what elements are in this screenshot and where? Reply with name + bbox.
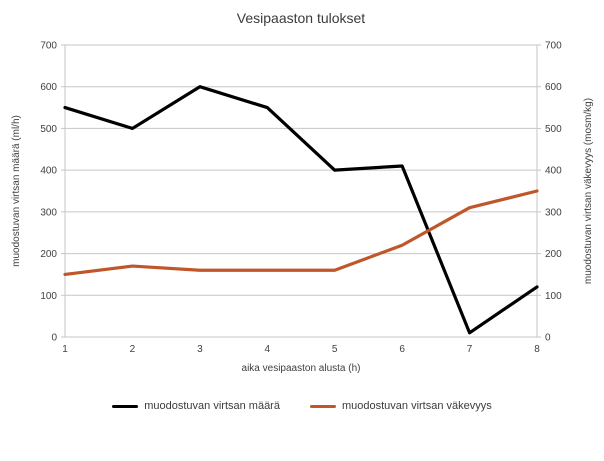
- x-axis-tick-label: 2: [130, 344, 136, 355]
- y-axis-right-tick-label: 300: [545, 207, 562, 218]
- legend-line-sample-maara: [112, 404, 139, 408]
- legend-label-maara: muodostuvan virtsan määrä: [144, 400, 280, 412]
- y-axis-right-tick-label: 500: [545, 124, 562, 135]
- x-axis-tick-label: 5: [332, 344, 338, 355]
- y-axis-left-tick-label: 300: [40, 207, 57, 218]
- x-axis-tick-label: 1: [62, 344, 68, 355]
- x-axis-tick-label: 7: [467, 344, 473, 355]
- y-axis-left-tick-label: 400: [40, 166, 57, 177]
- legend-item-maara: muodostuvan virtsan määrä: [112, 400, 280, 412]
- y-axis-right-tick-label: 600: [545, 82, 562, 93]
- x-axis-tick-label: 3: [197, 344, 203, 355]
- chart-title: Vesipaaston tulokset: [236, 10, 366, 26]
- x-axis-tick-label: 4: [265, 344, 271, 355]
- legend: muodostuvan virtsan määrä muodostuvan vi…: [0, 400, 604, 412]
- x-axis-title: aika vesipaaston alusta (h): [241, 363, 361, 374]
- y-axis-right-tick-label: 700: [545, 41, 562, 52]
- y-axis-left-tick-label: 0: [51, 333, 57, 344]
- series-line-1: [63, 189, 539, 277]
- y-axis-left-tick-label: 200: [40, 249, 57, 260]
- y-axis-left-tick-label: 500: [40, 124, 57, 135]
- series-line-0: [63, 85, 539, 335]
- y-axis-left-tick-label: 700: [40, 41, 57, 52]
- y-axis-right-tick-label: 0: [545, 333, 551, 344]
- y-axis-right-tick-label: 200: [545, 249, 562, 260]
- y-axis-right-tick-label: 100: [545, 291, 562, 302]
- y-axis-right-tick-label: 400: [545, 166, 562, 177]
- legend-label-vakevyys: muodostuvan virtsan väkevyys: [341, 400, 492, 412]
- y-axis-left-tick-label: 600: [40, 82, 57, 93]
- x-axis-tick-label: 8: [534, 344, 540, 355]
- y-axis-left-tick-label: 100: [40, 291, 57, 302]
- x-axis-tick-label: 6: [399, 344, 405, 355]
- plot-border: [64, 44, 538, 338]
- legend-line-sample-vakevyys: [309, 404, 336, 408]
- legend-item-vakevyys: muodostuvan virtsan väkevyys: [309, 400, 492, 412]
